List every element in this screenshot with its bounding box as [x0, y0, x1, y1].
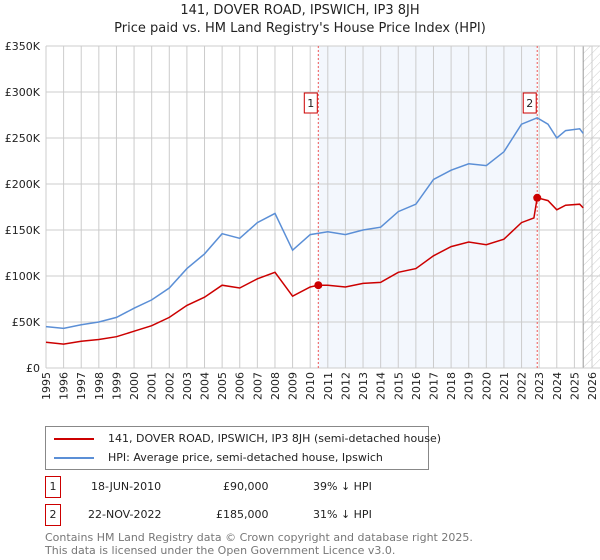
x-tick-label: 2024	[551, 372, 564, 400]
price: £185,000	[216, 508, 269, 521]
y-tick-label: £50K	[12, 316, 41, 329]
y-tick-label: £300K	[5, 86, 41, 99]
property-price-line	[45, 196, 584, 345]
x-tick-label: 2023	[533, 372, 546, 400]
x-tick-label: 1997	[75, 372, 88, 400]
x-tick-label: 2004	[199, 372, 212, 400]
x-tick-label: 2000	[128, 372, 141, 400]
chart-subtitle: Price paid vs. HM Land Registry's House …	[114, 21, 486, 36]
sale-label: 2	[526, 97, 533, 110]
x-tick-label: 2025	[568, 372, 581, 400]
transaction-row: 1 18-JUN-2010 £90,000 39% ↓ HPI	[45, 476, 545, 498]
x-tick-label: 2018	[445, 372, 458, 400]
hpi-diff: 31% ↓ HPI	[313, 508, 372, 521]
y-tick-label: £200K	[5, 178, 41, 191]
legend-item-property: 141, DOVER ROAD, IPSWICH, IP3 8JH (semi-…	[54, 432, 441, 445]
x-tick-label: 2007	[251, 372, 264, 400]
y-tick-label: £100K	[5, 270, 41, 283]
marker-badge: 2	[45, 504, 61, 526]
legend-label: 141, DOVER ROAD, IPSWICH, IP3 8JH (semi-…	[108, 432, 442, 445]
x-tick-label: 2019	[463, 372, 476, 400]
hpi-diff: 39% ↓ HPI	[313, 480, 372, 493]
x-tick-label: 2020	[480, 372, 493, 400]
x-tick-label: 2022	[516, 372, 529, 400]
footer-copyright: Contains HM Land Registry data © Crown c…	[45, 531, 473, 544]
x-tick-label: 1995	[40, 372, 53, 400]
x-tick-label: 2017	[427, 372, 440, 400]
price: £90,000	[223, 480, 269, 493]
sale-point	[533, 193, 542, 202]
legend-item-hpi: HPI: Average price, semi-detached house,…	[54, 451, 383, 464]
date: 18-JUN-2010	[91, 480, 162, 493]
x-tick-label: 2003	[181, 372, 194, 400]
chart-title: 141, DOVER ROAD, IPSWICH, IP3 8JH	[180, 3, 420, 18]
y-tick-label: £0	[26, 362, 40, 375]
x-tick-label: 2010	[304, 372, 317, 400]
sale-label-box	[522, 92, 537, 114]
marker-badge: 1	[45, 476, 61, 498]
legend: 141, DOVER ROAD, IPSWICH, IP3 8JH (semi-…	[45, 426, 441, 470]
x-tick-label: 2014	[375, 372, 388, 400]
y-tick-label: £350K	[5, 40, 41, 53]
x-tick-label: 2009	[287, 372, 300, 400]
x-tick-label: 2013	[357, 372, 370, 400]
x-tick-label: 2001	[146, 372, 159, 400]
x-tick-label: 2026	[586, 372, 599, 400]
date: 22-NOV-2022	[88, 508, 162, 521]
x-tick-label: 2011	[322, 372, 335, 400]
x-tick-label: 2008	[269, 372, 282, 400]
x-tick-label: 2021	[498, 372, 511, 400]
footer-licence: This data is licensed under the Open Gov…	[45, 544, 396, 557]
x-tick-label: 2005	[216, 372, 229, 400]
sale-point	[314, 281, 323, 290]
y-tick-label: £150K	[5, 224, 41, 237]
x-tick-label: 1996	[58, 372, 71, 400]
x-tick-label: 2016	[410, 372, 423, 400]
shaded-period	[318, 46, 538, 368]
sale-label-box	[303, 92, 318, 114]
legend-label: HPI: Average price, semi-detached house,…	[108, 451, 383, 464]
x-tick-label: 1998	[93, 372, 106, 400]
x-tick-label: 2002	[163, 372, 176, 400]
y-tick-label: £250K	[5, 132, 41, 145]
x-tick-label: 2012	[339, 372, 352, 400]
x-tick-label: 2015	[392, 372, 405, 400]
x-tick-label: 2006	[234, 372, 247, 400]
sale-label: 1	[307, 97, 314, 110]
transaction-row: 2 22-NOV-2022 £185,000 31% ↓ HPI	[45, 504, 545, 526]
x-tick-label: 1999	[110, 372, 123, 400]
hpi-line	[45, 116, 584, 330]
price-chart: 1995 1996 1997 1998 1999 2000 2001 2002 2003 2004…	[5, 40, 600, 400]
